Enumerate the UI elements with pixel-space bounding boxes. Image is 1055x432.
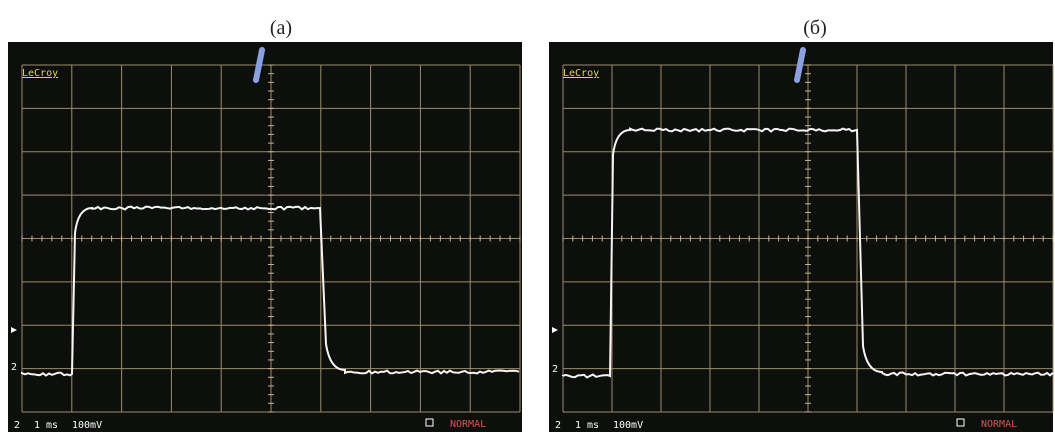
scale-label: 100mV xyxy=(72,420,102,431)
channel-label: 2 xyxy=(555,420,561,431)
timebase-label: 1 ms xyxy=(575,420,599,431)
brand-label: LeCroy xyxy=(22,68,58,79)
channel-label: 2 xyxy=(14,420,20,431)
oscilloscope-panel: (б) LeCroy 2 2 1 ms 100mV NORMAL xyxy=(549,17,1053,432)
screen xyxy=(8,42,522,432)
panel-caption: (б) xyxy=(803,17,827,39)
figure: (a) LeCroy 2 2 1 ms 100mV NORMAL (б) LeCroy 2 2 1 m… xyxy=(0,0,1055,432)
timebase-label: 1 ms xyxy=(34,420,58,431)
brand-label: LeCroy xyxy=(563,68,599,79)
scale-label: 100mV xyxy=(613,420,643,431)
oscilloscope-panel: (a) LeCroy 2 2 1 ms 100mV NORMAL xyxy=(8,17,522,432)
mode-label: NORMAL xyxy=(981,419,1017,430)
panel-caption: (a) xyxy=(270,17,292,39)
mode-label: NORMAL xyxy=(450,419,486,430)
channel-marker: 2 xyxy=(552,364,558,375)
channel-marker: 2 xyxy=(11,362,17,373)
